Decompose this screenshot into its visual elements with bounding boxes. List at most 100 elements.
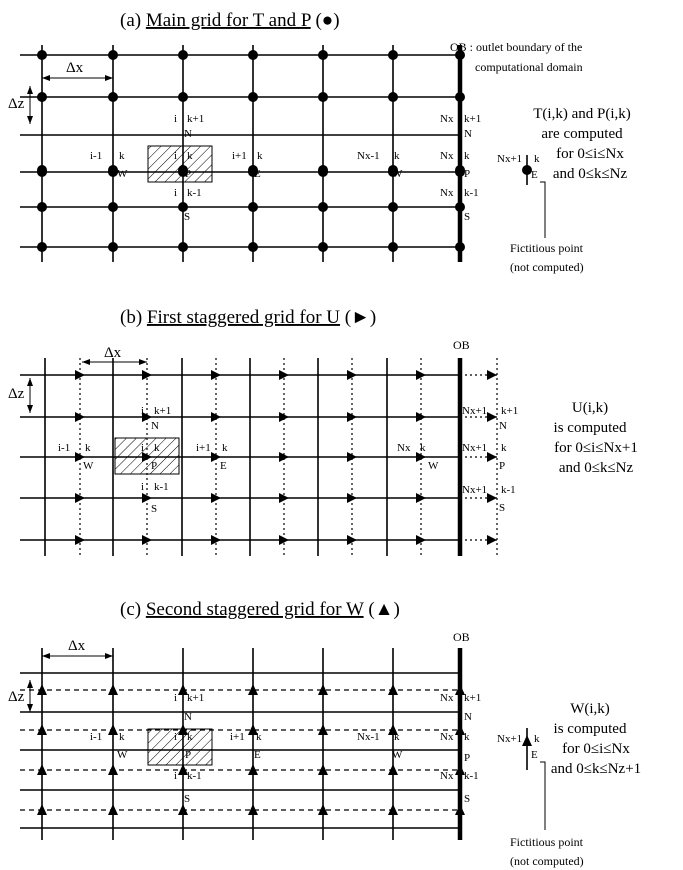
label-i-minus-1: i-1 [58, 442, 70, 454]
label-Nx: Nx [440, 187, 454, 199]
panel-c-side-text-2: is computed [554, 721, 627, 737]
tp-node [318, 92, 328, 102]
label-k: k [420, 442, 426, 454]
panel-c-side-text-4: and 0≤k≤Nz+1 [551, 761, 641, 777]
panel-c-ob-label: OB [453, 630, 470, 644]
label-k-minus-1: k-1 [464, 187, 479, 199]
label-Nx-plus-1: Nx+1 [462, 405, 487, 417]
panel-b-control-volume [114, 437, 180, 475]
label-i: i [174, 150, 177, 162]
u-node [416, 370, 426, 380]
tp-node [108, 92, 118, 102]
label-Nx-minus-1: Nx-1 [357, 150, 380, 162]
tp-node [388, 202, 398, 212]
panel-a-side-text: T(i,k) and P(i,k) [533, 106, 630, 122]
w-node [37, 724, 47, 735]
label-k: k [256, 731, 262, 743]
u-node [75, 452, 85, 462]
label-i-plus-1: i+1 [230, 731, 245, 743]
label-k: k [119, 150, 125, 162]
label-Nx-plus-1: Nx+1 [497, 733, 522, 745]
panel-a-dz-label: Δz [8, 96, 25, 112]
w-node [178, 804, 188, 815]
u-node [211, 412, 221, 422]
w-node [108, 724, 118, 735]
label-k: k [464, 731, 470, 743]
label-i: i [174, 731, 177, 743]
u-node [347, 493, 357, 503]
label-k: k [222, 442, 228, 454]
label-k: k [394, 150, 400, 162]
w-node [248, 804, 258, 815]
tp-node [37, 165, 47, 175]
u-node [347, 535, 357, 545]
w-node [388, 804, 398, 815]
w-node [388, 724, 398, 735]
panel-a-ob-label-2: computational domain [475, 60, 583, 74]
label-i: i [174, 113, 177, 125]
tp-node [37, 92, 47, 102]
tp-node [318, 242, 328, 252]
tp-node [388, 50, 398, 60]
u-node [487, 412, 497, 422]
tp-node [318, 50, 328, 60]
u-node [211, 493, 221, 503]
label-k: k [154, 442, 160, 454]
label-N: N [184, 128, 192, 140]
label-W: W [428, 460, 439, 472]
panel-a-dx-label: Δx [66, 60, 84, 76]
label-k: k [534, 733, 540, 745]
label-k: k [187, 731, 193, 743]
fictitious-leader [540, 761, 546, 830]
label-N: N [464, 711, 472, 723]
u-node [487, 452, 497, 462]
label-i-plus-1: i+1 [196, 442, 211, 454]
fictitious-node [522, 165, 532, 175]
label-P: P [464, 168, 470, 180]
panel-c-grid [20, 648, 465, 840]
label-k-plus-1: k+1 [464, 113, 481, 125]
u-node [142, 535, 152, 545]
u-node [142, 370, 152, 380]
u-node [487, 535, 497, 545]
label-k-minus-1: k-1 [187, 770, 202, 782]
label-N: N [464, 128, 472, 140]
label-k-minus-1: k-1 [501, 484, 516, 496]
w-node [318, 804, 328, 815]
label-i: i [174, 187, 177, 199]
panel-b-side-text-2: is computed [554, 420, 627, 436]
label-E: E [531, 749, 538, 761]
label-S: S [464, 211, 470, 223]
panel-b: (b) First staggered grid for U (►) OB Δx… [8, 307, 638, 556]
panel-c-control-volume [147, 728, 213, 766]
tp-node [248, 202, 258, 212]
label-P: P [499, 460, 505, 472]
u-node [416, 452, 426, 462]
u-node [279, 493, 289, 503]
u-node [416, 412, 426, 422]
u-node [142, 493, 152, 503]
label-Nx: Nx [397, 442, 411, 454]
panel-a-fictitious-point: Nx+1 k E Fictitious point (not computed) [497, 153, 584, 274]
label-N: N [184, 711, 192, 723]
label-i-plus-1: i+1 [232, 150, 247, 162]
panel-c-fictitious-point: Nx+1 k E Fictitious point (not computed) [497, 728, 584, 868]
panel-b-node-labels: i k+1 N i-1 k W i k P i+1 k E i k-1 S Nx… [58, 405, 518, 515]
u-node [75, 535, 85, 545]
panel-a: (a) Main grid for T and P (●) OB : outle… [8, 10, 631, 274]
w-node [318, 684, 328, 695]
panel-c-side-text: W(i,k) [570, 701, 610, 717]
w-node [248, 764, 258, 775]
label-P: P [185, 168, 191, 180]
label-W: W [392, 749, 403, 761]
label-N: N [151, 420, 159, 432]
u-node [211, 370, 221, 380]
fictitious-node [522, 735, 532, 746]
tp-node [248, 50, 258, 60]
fictitious-note: Fictitious point [510, 835, 584, 849]
label-k: k [501, 442, 507, 454]
tp-node [388, 242, 398, 252]
label-Nx-plus-1: Nx+1 [462, 442, 487, 454]
panel-a-side-text-2: are computed [541, 126, 623, 142]
tp-node [248, 242, 258, 252]
